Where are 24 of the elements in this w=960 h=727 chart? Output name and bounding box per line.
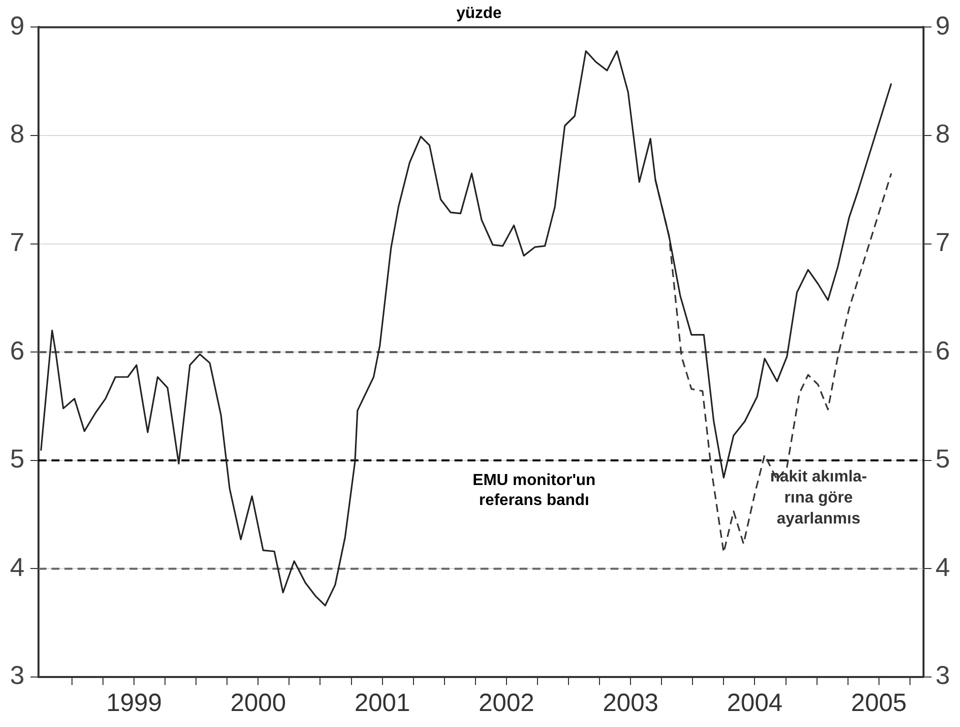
y-tick-label: 7 <box>10 226 24 257</box>
y2-tick-label: 4 <box>936 552 950 582</box>
y2-tick-label: 8 <box>936 118 950 149</box>
y-tick-label: 3 <box>10 660 24 690</box>
y-tick-label: 9 <box>10 10 24 40</box>
y2-tick-label: 5 <box>936 444 950 474</box>
chart-title: yüzde <box>456 5 502 22</box>
y-tick-label: 5 <box>10 444 24 474</box>
y2-tick-label: 9 <box>936 10 950 40</box>
y-tick-label: 6 <box>10 335 24 366</box>
x-tick-label: 2004 <box>726 688 783 717</box>
y2-tick-label: 3 <box>936 660 950 690</box>
x-tick-label: 2001 <box>354 688 410 717</box>
y-tick-label: 4 <box>10 552 24 582</box>
ref-line-label: EMU monitor'un referans bandı <box>472 472 596 509</box>
x-tick-label: 2005 <box>851 688 907 717</box>
y2-tick-label: 6 <box>936 335 950 366</box>
x-tick-label: 2000 <box>230 688 286 717</box>
x-tick-label: 1999 <box>106 688 162 717</box>
y-tick-label: 8 <box>10 118 24 149</box>
x-tick-label: 2003 <box>602 688 658 717</box>
y2-tick-label: 7 <box>936 226 950 257</box>
x-tick-label: 2002 <box>478 688 534 717</box>
series-label: nakit akımla- rına göre ayarlanmıs <box>770 468 868 528</box>
